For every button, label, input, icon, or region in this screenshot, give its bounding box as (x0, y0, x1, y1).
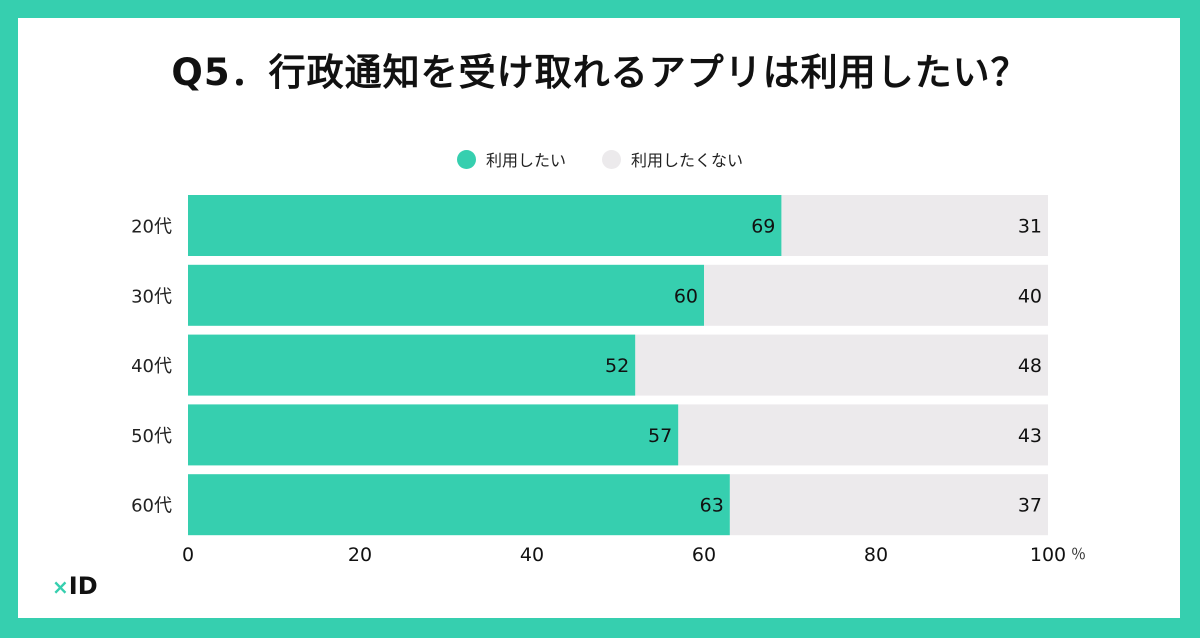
bar-yes-1 (188, 264, 704, 326)
bar-no-3 (678, 404, 1048, 466)
value-label-yes-2: 52 (605, 355, 629, 377)
value-label-no-2: 48 (1018, 355, 1042, 377)
value-label-yes-0: 69 (751, 216, 775, 238)
category-label-3: 50代 (131, 426, 172, 447)
value-label-no-1: 40 (1018, 285, 1042, 307)
legend-item-no: 利用したくない (602, 147, 743, 171)
value-label-yes-4: 63 (700, 495, 724, 517)
value-label-yes-3: 57 (648, 425, 672, 447)
bar-no-0 (781, 195, 1048, 256)
value-label-no-4: 37 (1018, 495, 1042, 517)
legend: 利用したい 利用したくない (0, 147, 1200, 171)
category-label-1: 30代 (131, 286, 172, 307)
legend-label-no: 利用したくない (631, 151, 744, 170)
x-tick-40: 40 (520, 544, 544, 566)
legend-swatch-yes (456, 149, 476, 169)
x-tick-60: 60 (692, 544, 716, 566)
legend-label-yes: 利用したい (485, 151, 566, 170)
category-label-2: 40代 (131, 356, 172, 377)
value-label-yes-1: 60 (674, 285, 698, 307)
brand-logo: ×ID (52, 572, 98, 600)
logo-text: ID (68, 572, 98, 600)
bar-yes-4 (188, 474, 730, 536)
x-tick-100: 100 (1030, 544, 1066, 566)
value-label-no-3: 43 (1018, 425, 1042, 447)
bar-no-1 (704, 264, 1048, 326)
category-label-4: 60代 (131, 496, 172, 517)
legend-swatch-no (602, 149, 621, 169)
legend-item-yes: 利用したい (456, 147, 566, 171)
bar-no-4 (729, 474, 1048, 536)
bar-yes-2 (188, 334, 636, 396)
x-tick-80: 80 (864, 544, 888, 566)
bar-no-2 (635, 334, 1048, 396)
x-tick-20: 20 (348, 544, 372, 566)
category-label-0: 20代 (131, 217, 172, 238)
bar-yes-0 (188, 195, 782, 256)
x-unit-label: ％ (1071, 545, 1086, 563)
bar-yes-3 (188, 404, 679, 466)
x-tick-0: 0 (182, 544, 194, 566)
logo-x-mark: × (52, 575, 69, 599)
chart-title: Q5．行政通知を受け取れるアプリは利用したい？ (171, 51, 1029, 94)
value-label-no-0: 31 (1018, 216, 1042, 238)
